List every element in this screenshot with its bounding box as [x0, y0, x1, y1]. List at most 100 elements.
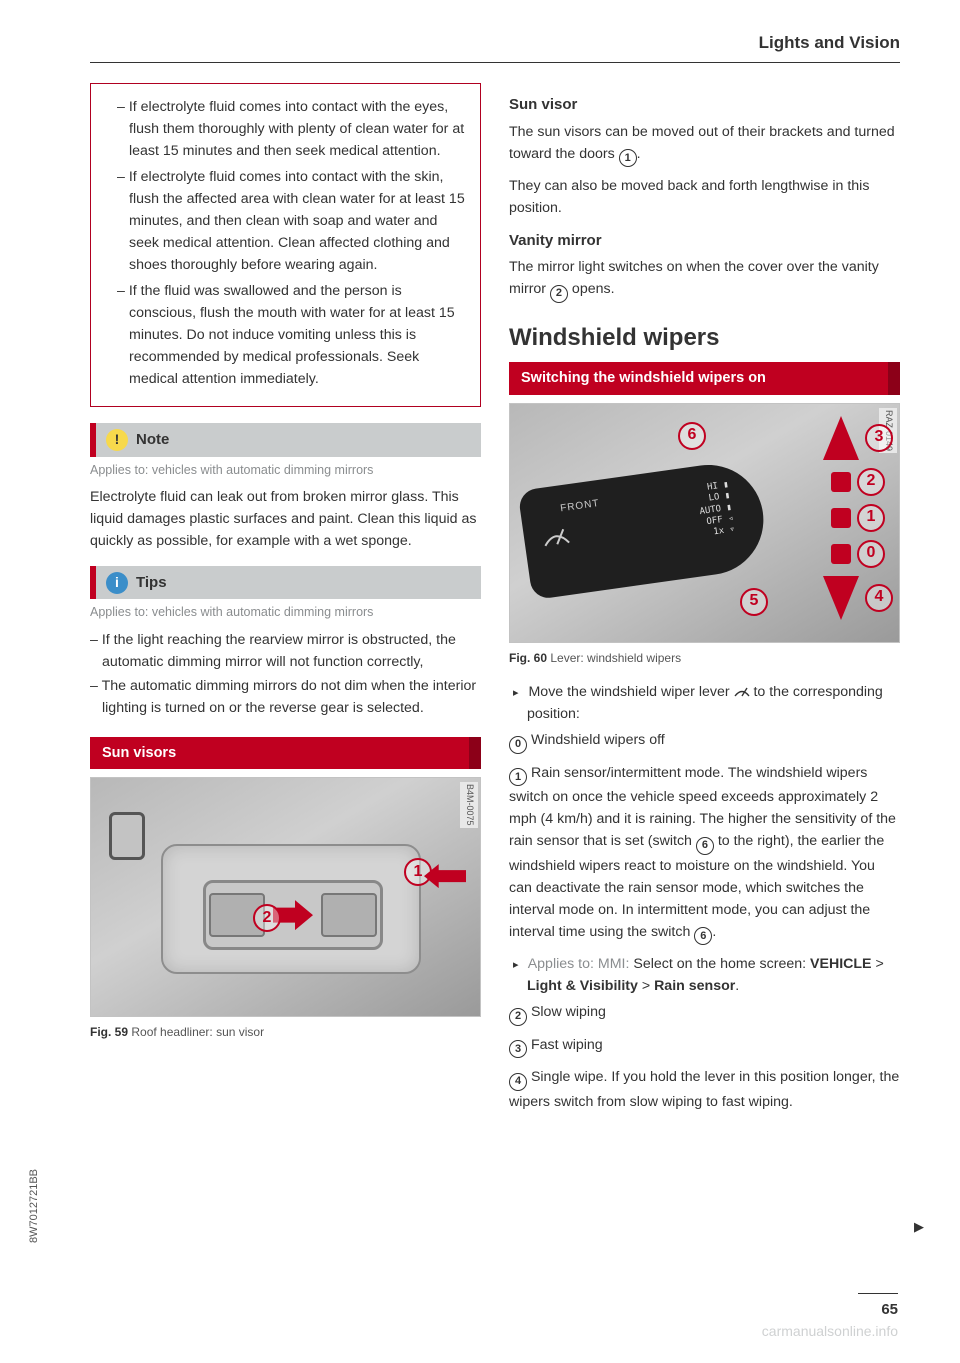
position-4-text: 4 Single wipe. If you hold the lever in … [509, 1066, 900, 1113]
tips-applies-to: Applies to: vehicles with automatic dimm… [90, 603, 481, 622]
text: The sun visors can be moved out of their… [509, 124, 895, 162]
vanity-mirror-paragraph: The mirror light switches on when the co… [509, 256, 900, 303]
note-heading-bar: ! Note [90, 423, 481, 456]
sun-visor-paragraph: They can also be moved back and forth le… [509, 175, 900, 219]
text: > [638, 978, 654, 994]
menu-path-item: VEHICLE [810, 956, 872, 972]
section-heading-wipers-on: Switching the windshield wipers on [509, 362, 900, 394]
sun-visor-vanity-cover [203, 880, 383, 950]
position-3-text: 3 Fast wiping [509, 1034, 900, 1059]
watermark-text: carmanualsonline.info [762, 1321, 898, 1343]
figure-59-code: B4M-0075 [460, 782, 478, 828]
document-code: 8W7012721BB [26, 1169, 43, 1243]
text: opens. [568, 281, 615, 297]
text: > [872, 956, 884, 972]
sun-visor-bracket-shape [109, 812, 145, 860]
figure-60-caption-text: Lever: windshield wipers [550, 651, 681, 665]
callout-2-icon: 2 [253, 904, 281, 932]
figure-59-sun-visor: B4M-0075 1 2 [90, 777, 481, 1017]
square-marker-icon [831, 544, 851, 564]
wiper-stalk-shape: FRONT HI ▮ LO ▮ AUTO ▮ OFF ◃ 1x ▿ [518, 457, 771, 599]
warning-item: – If electrolyte fluid comes into contac… [117, 166, 466, 276]
text: . [637, 146, 641, 162]
warning-box: – If electrolyte fluid comes into contac… [90, 83, 481, 407]
position-1-text: 1 Rain sensor/intermittent mode. The win… [509, 762, 900, 946]
circled-2-icon: 2 [509, 1008, 527, 1026]
section-heading-sun-visors: Sun visors [90, 737, 481, 769]
callout-0-icon: 0 [857, 540, 885, 568]
instruction-lead: Move the windshield wiper lever to the c… [509, 681, 900, 725]
text: Select on the home screen: [629, 956, 810, 972]
circled-6-icon: 6 [694, 927, 712, 945]
mmi-applies-label: Applies to: MMI: [528, 956, 630, 972]
sun-visor-heading: Sun visor [509, 93, 900, 116]
figure-60-label: Fig. 60 [509, 651, 547, 665]
menu-path-item: Light & Visibility [527, 978, 638, 994]
wiper-lever-icon [734, 686, 750, 698]
text: Single wipe. If you hold the lever in th… [509, 1069, 899, 1110]
circled-1-icon: 1 [509, 768, 527, 786]
tips-item: – The automatic dimming mirrors do not d… [90, 675, 481, 719]
figure-59-caption-text: Roof headliner: sun visor [131, 1025, 264, 1039]
text: Fast wiping [527, 1037, 603, 1053]
legend-row: 2 [831, 468, 885, 496]
circled-0-icon: 0 [509, 736, 527, 754]
left-column: – If electrolyte fluid comes into contac… [90, 83, 481, 1120]
callout-6-icon: 6 [678, 422, 706, 450]
figure-59-label: Fig. 59 [90, 1025, 128, 1039]
right-column: Sun visor The sun visors can be moved ou… [509, 83, 900, 1120]
circled-6-icon: 6 [696, 837, 714, 855]
vanity-mirror-heading: Vanity mirror [509, 229, 900, 252]
page-header-title: Lights and Vision [90, 30, 900, 63]
figure-59-caption: Fig. 59 Roof headliner: sun visor [90, 1023, 481, 1042]
text: Move the windshield wiper lever [528, 684, 733, 700]
wiper-icon [541, 524, 572, 550]
two-column-layout: – If electrolyte fluid comes into contac… [90, 83, 900, 1120]
vanity-cover-shape [321, 893, 377, 937]
callout-4-icon: 4 [865, 584, 893, 612]
mmi-instruction: Applies to: MMI: Select on the home scre… [509, 953, 900, 997]
menu-path-item: Rain sensor [654, 978, 735, 994]
circled-3-icon: 3 [509, 1040, 527, 1058]
circled-2-icon: 2 [550, 285, 568, 303]
continue-arrow-icon: ▶ [914, 1217, 924, 1237]
arrow-down-icon [823, 576, 859, 620]
text: Slow wiping [527, 1004, 606, 1020]
text: . [735, 978, 739, 994]
callout-5-icon: 5 [740, 588, 768, 616]
warning-item: – If the fluid was swallowed and the per… [117, 280, 466, 390]
tips-heading-bar: i Tips [90, 566, 481, 599]
square-marker-icon [831, 472, 851, 492]
page-number: 65 [858, 1293, 898, 1321]
windshield-wipers-heading: Windshield wipers [509, 319, 900, 356]
sun-visor-panel-shape [161, 844, 421, 974]
figure-60-legend: 3 2 1 0 4 [823, 416, 893, 620]
position-0-text: 0 Windshield wipers off [509, 729, 900, 754]
text: Windshield wipers off [527, 732, 665, 748]
info-icon: i [106, 572, 128, 594]
circled-1-icon: 1 [619, 149, 637, 167]
legend-row: 1 [831, 504, 885, 532]
arrow-up-icon [823, 416, 859, 460]
callout-1-icon: 1 [404, 858, 432, 886]
sun-visor-paragraph: The sun visors can be moved out of their… [509, 121, 900, 168]
note-applies-to: Applies to: vehicles with automatic dimm… [90, 461, 481, 480]
tips-title: Tips [136, 571, 167, 594]
legend-row: 3 [823, 416, 893, 460]
note-title: Note [136, 428, 169, 451]
stalk-front-label: FRONT [559, 496, 600, 517]
legend-row: 4 [823, 576, 893, 620]
callout-3-icon: 3 [865, 424, 893, 452]
callout-1-icon: 1 [857, 504, 885, 532]
position-2-text: 2 Slow wiping [509, 1001, 900, 1026]
note-body: Electrolyte fluid can leak out from brok… [90, 486, 481, 552]
callout-2-icon: 2 [857, 468, 885, 496]
circled-4-icon: 4 [509, 1073, 527, 1091]
figure-60-caption: Fig. 60 Lever: windshield wipers [509, 649, 900, 668]
figure-60-wiper-lever: RAZ-0149 FRONT HI ▮ LO ▮ AUTO ▮ OFF ◃ 1x… [509, 403, 900, 643]
text: . [712, 924, 716, 940]
stalk-position-labels: HI ▮ LO ▮ AUTO ▮ OFF ◃ 1x ▿ [696, 479, 736, 539]
square-marker-icon [831, 508, 851, 528]
warning-item: – If electrolyte fluid comes into contac… [117, 96, 466, 162]
note-icon: ! [106, 429, 128, 451]
